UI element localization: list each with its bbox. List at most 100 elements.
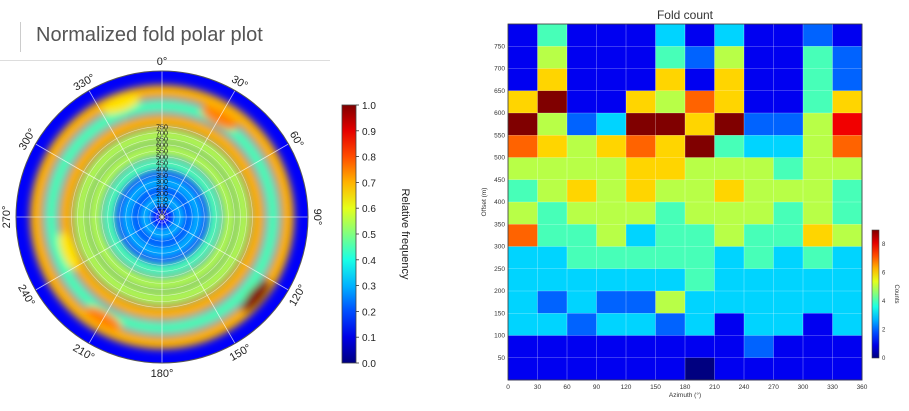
heatmap-cell [596, 202, 627, 225]
heatmap-cell [567, 313, 597, 336]
heatmap-cell [626, 157, 656, 181]
heatmap-colorbar-tick-label: 2 [882, 328, 886, 334]
heatmap-cell [655, 90, 686, 114]
heatmap-cell [832, 202, 863, 225]
heatmap-cell [685, 202, 715, 225]
polar-plot-title: Normalized fold polar plot [36, 24, 263, 46]
heatmap-cell [685, 46, 715, 69]
heatmap-cell [803, 46, 833, 69]
heatmap-cell [773, 268, 804, 292]
heatmap-cell [596, 268, 627, 292]
heatmap-cell [714, 179, 745, 203]
heatmap-cell [626, 135, 656, 158]
polar-spoke [88, 216, 163, 344]
heatmap-cell [803, 202, 833, 225]
heatmap-cell [567, 268, 597, 292]
heatmap-cell [685, 24, 715, 47]
heatmap-cell [596, 157, 627, 181]
heatmap-x-tick-label: 30 [534, 384, 542, 391]
heatmap-cell [626, 313, 656, 336]
heatmap-cell [537, 335, 568, 359]
heatmap-colorbar-tick-label: 4 [882, 299, 886, 305]
heatmap-cell [655, 68, 686, 92]
heatmap-y-tick-label: 450 [494, 177, 505, 184]
heatmap-cell [773, 135, 804, 158]
heatmap-cell [596, 335, 627, 359]
heatmap-cell [803, 268, 833, 292]
heatmap-cell [567, 291, 597, 314]
heatmap-cell [832, 24, 863, 47]
heatmap-cell [508, 68, 538, 92]
heatmap-y-tick-label: 100 [494, 333, 505, 340]
heatmap-cell [626, 246, 656, 270]
heatmap-cell [655, 246, 686, 270]
heatmap-cell [714, 246, 745, 270]
heatmap-cell [508, 135, 538, 158]
heatmap-cell [508, 268, 538, 292]
colorbar-tick-label: 0.0 [362, 359, 376, 370]
heatmap-colorbar-tick-label: 0 [882, 356, 886, 362]
heatmap-cell [596, 113, 627, 136]
heatmap-cell [655, 135, 686, 158]
heatmap-y-axis-label: Offset (m) [481, 188, 488, 217]
heatmap-cell [626, 24, 656, 47]
heatmap-cell [773, 357, 804, 381]
heatmap-cell [685, 68, 715, 92]
heatmap-cell [596, 68, 627, 92]
heatmap-cell [744, 90, 774, 114]
heatmap-cell [508, 357, 538, 381]
heatmap-cell [567, 357, 597, 381]
heatmap-y-tick-label: 750 [494, 43, 505, 50]
heatmap-x-tick-label: 330 [827, 384, 838, 391]
heatmap-cell [714, 335, 745, 359]
heatmap-cell [626, 202, 656, 225]
heatmap-cell [596, 90, 627, 114]
heatmap-cell [596, 46, 627, 69]
heatmap-cell [596, 357, 627, 381]
heatmap-y-tick-label: 700 [494, 66, 505, 73]
heatmap-cell [803, 68, 833, 92]
heatmap-y-tick-label: 550 [494, 132, 505, 139]
heatmap-x-tick-label: 180 [680, 384, 691, 391]
heatmap-cell [508, 224, 538, 247]
heatmap-cell [714, 90, 745, 114]
heatmap-cell [773, 224, 804, 247]
heatmap-cell [803, 313, 833, 336]
heatmap-cell [655, 24, 686, 47]
heatmap-cell [596, 24, 627, 47]
heatmap-cell [803, 135, 833, 158]
heatmap-x-axis-label: Azimuth (°) [669, 391, 701, 399]
heatmap-cell [685, 113, 715, 136]
polar-plot-panel: Normalized fold polar plot 50 100 150 200 25… [0, 22, 411, 380]
heatmap-cell [537, 24, 568, 47]
heatmap-cell [655, 157, 686, 181]
heatmap-cell [508, 157, 538, 181]
heatmap-y-tick-label: 150 [494, 310, 505, 317]
heatmap-cell [655, 113, 686, 136]
heatmap-cell [508, 179, 538, 203]
heatmap-cell [596, 291, 627, 314]
polar-plot: 5010015020025030035040045050055060065070… [1, 56, 411, 380]
heatmap-cell [508, 313, 538, 336]
heatmap-cell [567, 135, 597, 158]
heatmap-cell [744, 224, 774, 247]
heatmap-cell [832, 224, 863, 247]
heatmap-cell [567, 224, 597, 247]
heatmap-cell [685, 224, 715, 247]
colorbar-tick-label: 0.2 [362, 307, 376, 318]
heatmap-cell [832, 335, 863, 359]
heatmap-cell [744, 157, 774, 181]
heatmap-cell [626, 68, 656, 92]
heatmap-colorbar-label: Counts [893, 284, 899, 303]
heatmap-cell [714, 357, 745, 381]
heatmap-cell [744, 202, 774, 225]
heatmap-cell [685, 157, 715, 181]
heatmap-cell [832, 157, 863, 181]
polar-angle-label: 90° [311, 209, 323, 226]
heatmap-cell [832, 291, 863, 314]
heatmap-x-tick-label: 0 [506, 384, 510, 391]
heatmap-cell [803, 157, 833, 181]
heatmap-cell [773, 179, 804, 203]
heatmap-y-tick-label: 250 [494, 266, 505, 273]
